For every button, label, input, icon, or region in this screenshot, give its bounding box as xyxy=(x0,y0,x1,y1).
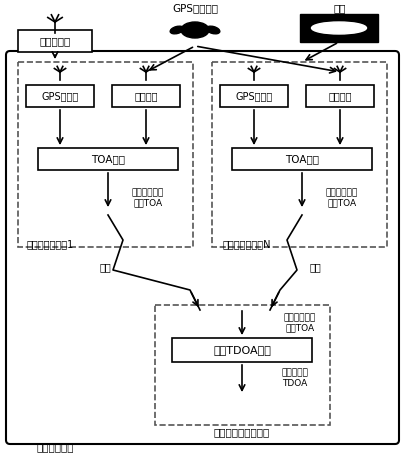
FancyBboxPatch shape xyxy=(18,30,92,52)
Ellipse shape xyxy=(170,26,184,34)
Text: 目标TDOA计算: 目标TDOA计算 xyxy=(213,345,271,355)
Text: GPS接收机: GPS接收机 xyxy=(235,91,273,101)
Text: 目标及参考应
答的TOA: 目标及参考应 答的TOA xyxy=(326,188,358,208)
Text: TOA检测: TOA检测 xyxy=(285,154,319,164)
FancyBboxPatch shape xyxy=(300,14,378,42)
FancyBboxPatch shape xyxy=(212,62,387,247)
Text: 信号接收: 信号接收 xyxy=(134,91,158,101)
FancyBboxPatch shape xyxy=(232,148,372,170)
FancyBboxPatch shape xyxy=(18,62,193,247)
Text: 目标及参考应
答的TOA: 目标及参考应 答的TOA xyxy=(284,314,316,332)
Text: 多点定位远端站N: 多点定位远端站N xyxy=(223,239,271,249)
Text: 网络: 网络 xyxy=(309,262,321,272)
Text: 目标应答的
TDOA: 目标应答的 TDOA xyxy=(282,368,309,388)
Text: GPS接收机: GPS接收机 xyxy=(42,91,79,101)
Text: TOA检测: TOA检测 xyxy=(91,154,125,164)
FancyBboxPatch shape xyxy=(26,85,94,107)
Text: 目标: 目标 xyxy=(334,3,346,13)
Ellipse shape xyxy=(181,22,209,38)
Ellipse shape xyxy=(311,22,366,34)
FancyBboxPatch shape xyxy=(6,51,399,444)
Text: 网络: 网络 xyxy=(99,262,111,272)
Text: 多点定位中心处理器: 多点定位中心处理器 xyxy=(214,427,270,437)
Text: 参考应答机: 参考应答机 xyxy=(39,36,71,46)
FancyBboxPatch shape xyxy=(172,338,312,362)
FancyBboxPatch shape xyxy=(155,305,330,425)
Text: GPS共视卫星: GPS共视卫星 xyxy=(172,3,218,13)
FancyBboxPatch shape xyxy=(112,85,180,107)
FancyBboxPatch shape xyxy=(306,85,374,107)
Text: 目标及参考应
答的TOA: 目标及参考应 答的TOA xyxy=(132,188,164,208)
FancyBboxPatch shape xyxy=(220,85,288,107)
Ellipse shape xyxy=(206,26,220,34)
FancyBboxPatch shape xyxy=(38,148,178,170)
Text: 多点定位远端站1: 多点定位远端站1 xyxy=(26,239,74,249)
Text: 多点定位系统: 多点定位系统 xyxy=(36,442,74,452)
Text: 信号接收: 信号接收 xyxy=(328,91,352,101)
